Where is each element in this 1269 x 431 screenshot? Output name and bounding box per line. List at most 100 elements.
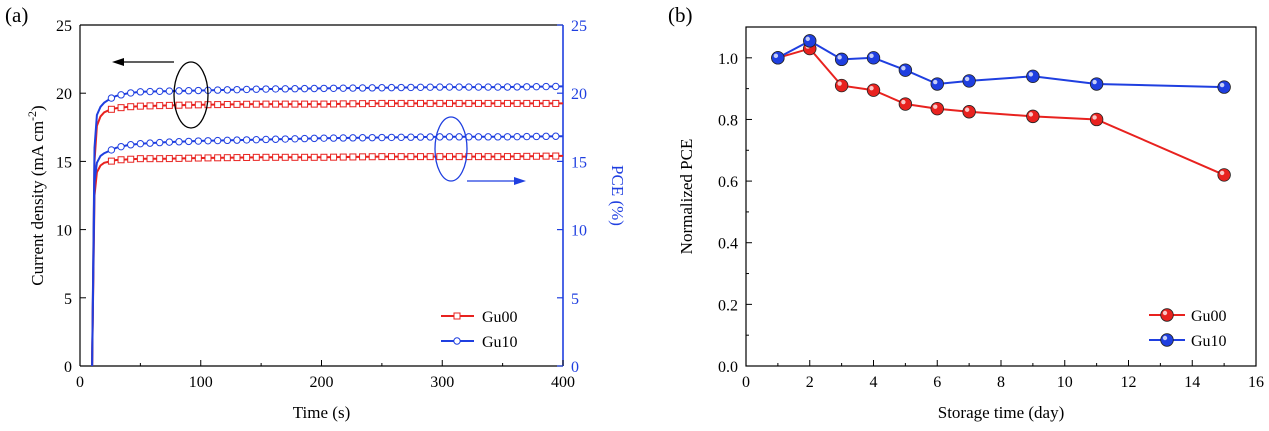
a-point-Gu10	[242, 85, 251, 94]
b-point-Gu00-highlight	[901, 99, 906, 105]
a-point-Gu00	[310, 153, 318, 161]
b-legend-label-Gu10: Gu10	[1191, 333, 1227, 350]
b-y-tick-label: 0.6	[718, 174, 738, 191]
b-point-Gu00-highlight	[837, 81, 842, 86]
a-point-Gu00	[426, 99, 434, 107]
b-x-label: Storage time (day)	[938, 403, 1065, 422]
a-point-Gu10	[213, 86, 222, 94]
b-point-Gu10	[834, 52, 849, 67]
a-point-Gu10	[416, 83, 425, 92]
b-point-Gu00	[1217, 168, 1231, 182]
a-point-Gu00	[291, 100, 299, 108]
a-yr-tick-label: 20	[571, 86, 587, 103]
a-point-Gu00	[349, 153, 357, 161]
a-legend-marker-Gu00	[453, 312, 461, 320]
a-point-Gu10	[532, 82, 541, 91]
a-point-Gu10	[416, 133, 425, 141]
a-point-Gu10	[281, 85, 289, 93]
a-yl-tick-label: 5	[64, 291, 72, 308]
a-point-Gu00	[542, 99, 550, 107]
a-point-Gu10	[474, 83, 483, 91]
a-point-Gu00	[146, 102, 154, 110]
a-point-Gu00	[455, 153, 463, 161]
a-yr-tick-label: 5	[571, 291, 579, 308]
a-point-Gu10	[513, 83, 521, 91]
a-point-Gu10	[349, 84, 357, 92]
a-point-Gu10	[184, 137, 193, 146]
b-point-Gu10-highlight	[773, 53, 779, 59]
a-point-Gu10	[175, 138, 183, 146]
b-y-tick-label: 1.0	[718, 51, 738, 68]
b-point-Gu10-highlight	[837, 55, 842, 60]
a-yl-tick-label: 25	[56, 18, 72, 35]
b-x-tick-label: 14	[1184, 374, 1200, 391]
a-point-Gu10	[349, 134, 357, 142]
a-point-Gu00	[252, 100, 260, 108]
a-point-Gu10	[107, 146, 116, 154]
a-point-Gu00	[378, 153, 386, 161]
a-point-Gu10	[213, 136, 222, 145]
a-point-Gu00	[484, 153, 492, 161]
a-point-Gu10	[523, 132, 531, 141]
a-point-Gu10	[165, 87, 174, 95]
a-x-tick-label: 100	[189, 374, 213, 391]
b-point-Gu10	[803, 34, 817, 48]
a-point-Gu00	[359, 153, 367, 161]
a-point-Gu00	[291, 153, 299, 161]
a-point-Gu00	[262, 153, 270, 161]
a-point-Gu00	[214, 154, 222, 162]
a-arrow-left-head	[112, 58, 124, 66]
a-point-Gu10	[233, 136, 241, 144]
b-point-Gu00-highlight	[1028, 112, 1034, 117]
a-point-Gu10	[117, 142, 125, 151]
b-point-Gu00-highlight	[1219, 170, 1225, 176]
a-y-label-right: PCE (%)	[608, 165, 627, 226]
b-point-Gu10-highlight	[805, 36, 810, 42]
a-point-Gu00	[175, 154, 183, 162]
a-point-Gu10	[494, 83, 502, 91]
b-legend-label-Gu00: Gu00	[1191, 308, 1227, 325]
a-point-Gu00	[474, 153, 482, 161]
a-point-Gu00	[127, 155, 135, 163]
a-point-Gu10	[465, 83, 473, 91]
b-point-Gu10-highlight	[1092, 79, 1097, 85]
a-ellipse-current	[173, 61, 209, 129]
a-point-Gu00	[107, 105, 115, 113]
a-point-Gu10	[107, 94, 116, 102]
a-point-Gu10	[407, 83, 415, 92]
a-point-Gu10	[127, 141, 135, 149]
a-point-Gu10	[358, 84, 367, 92]
a-point-Gu00	[397, 153, 405, 161]
a-y-label-left-sup: -2	[25, 111, 39, 121]
a-point-Gu00	[436, 153, 444, 161]
a-point-Gu10	[484, 133, 492, 141]
a-point-Gu00	[532, 152, 540, 160]
a-point-Gu00	[339, 100, 347, 108]
b-point-Gu10	[930, 77, 944, 91]
a-point-Gu00	[262, 100, 270, 108]
a-point-Gu00	[494, 153, 502, 161]
a-point-Gu10	[146, 139, 154, 147]
a-y-label-left-close: )	[28, 105, 47, 111]
a-point-Gu00	[465, 153, 473, 161]
a-point-Gu00	[552, 152, 560, 160]
b-point-Gu10	[1089, 77, 1104, 91]
a-point-Gu00	[378, 99, 386, 107]
a-point-Gu10	[155, 138, 164, 147]
b-series-line-Gu00	[777, 47, 1225, 176]
b-point-Gu00	[930, 101, 944, 116]
a-point-Gu10	[426, 83, 434, 91]
a-point-Gu10	[329, 84, 338, 92]
a-point-Gu10	[262, 135, 270, 144]
a-point-Gu10	[204, 137, 212, 145]
b-point-Gu10	[1217, 80, 1231, 94]
b-x-tick-label: 16	[1248, 374, 1264, 391]
a-point-Gu00	[320, 100, 328, 108]
a-point-Gu00	[127, 103, 135, 111]
a-point-Gu10	[223, 136, 232, 145]
a-yl-tick-label: 15	[56, 154, 72, 171]
a-y-label-left-main: Current density (mA cm	[28, 121, 47, 286]
a-point-Gu10	[503, 133, 512, 141]
a-point-Gu00	[474, 99, 482, 107]
a-series-line-Gu10-PCE	[91, 135, 564, 367]
